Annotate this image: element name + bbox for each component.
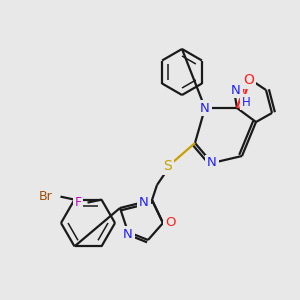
Text: N: N: [139, 196, 149, 209]
Text: N: N: [207, 157, 217, 169]
Text: O: O: [165, 217, 175, 230]
Text: H: H: [242, 95, 250, 109]
Text: Br: Br: [39, 190, 52, 203]
Text: F: F: [74, 196, 82, 209]
Text: N: N: [231, 83, 241, 97]
Text: O: O: [244, 73, 254, 87]
Text: N: N: [243, 71, 253, 85]
Text: S: S: [164, 159, 172, 173]
Text: N: N: [123, 227, 133, 241]
Text: N: N: [200, 101, 210, 115]
